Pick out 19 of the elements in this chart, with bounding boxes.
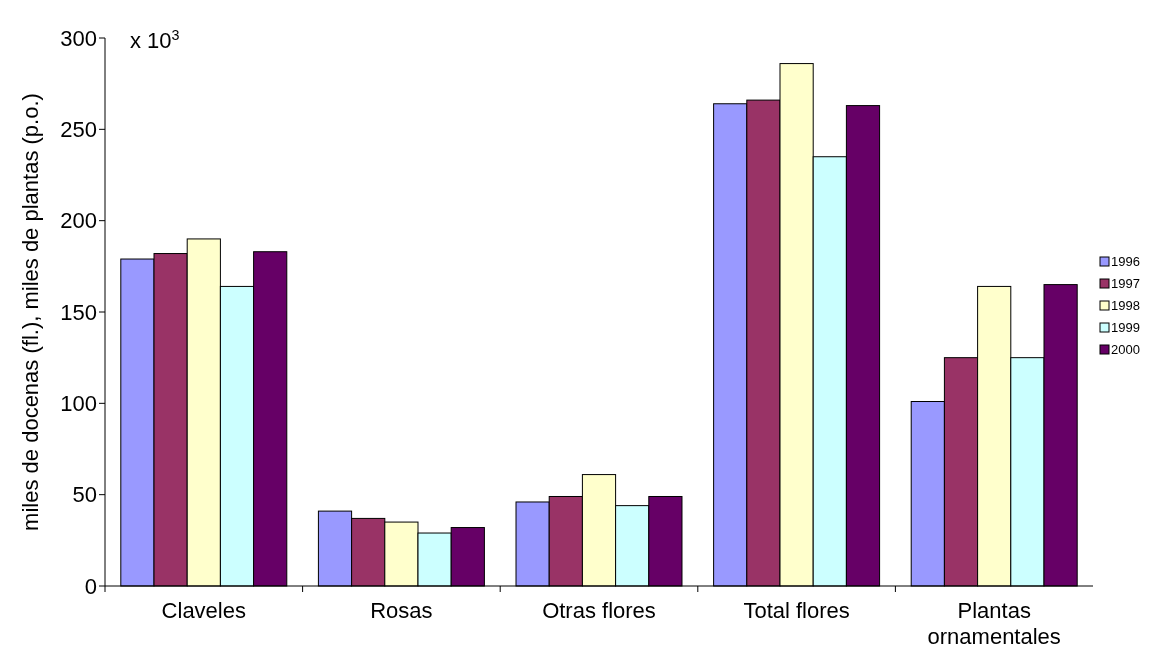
legend-label: 1997 — [1111, 276, 1140, 291]
x-tick-label: Otras flores — [542, 598, 656, 623]
y-axis-title: miles de docenas (fl.), miles de plantas (p.o.) — [18, 93, 43, 531]
y-tick-label: 0 — [84, 573, 97, 599]
y-tick-label: 200 — [60, 208, 97, 234]
annotation: x 10$^{3}$ — [130, 27, 180, 53]
y-tick-label: 150 — [60, 299, 97, 325]
x-tick-label: Rosas — [370, 598, 433, 623]
x-tick-label: Total flores — [743, 598, 850, 623]
y-tick-label: 100 — [60, 391, 97, 417]
x-tick-label: Plantas ornamentales — [927, 598, 1061, 649]
legend-label: 1998 — [1111, 298, 1140, 313]
x-tick-label: Claveles — [161, 598, 246, 623]
y-tick-label: 250 — [60, 117, 97, 143]
legend-label: 1999 — [1111, 320, 1140, 335]
y-tick-label: 50 — [72, 482, 97, 508]
legend-label: 2000 — [1111, 342, 1140, 357]
y-tick-label: 300 — [60, 25, 97, 51]
legend-label: 1996 — [1111, 254, 1140, 269]
